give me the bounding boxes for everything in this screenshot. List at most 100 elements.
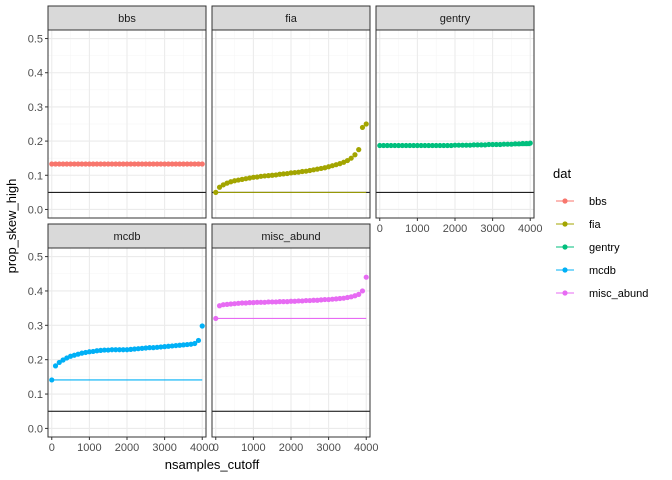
data-point-misc_abund bbox=[265, 299, 272, 305]
data-point-misc_abund bbox=[235, 300, 241, 306]
x-axis-tick-label: 3000 bbox=[316, 442, 340, 454]
data-point-gentry bbox=[437, 142, 443, 149]
data-point-gentry bbox=[523, 140, 530, 147]
data-point-mcdb bbox=[195, 337, 202, 344]
facet-panel-misc_abund: misc_abund 0 1000 2000 3000 4000 bbox=[211, 223, 378, 454]
data-point-gentry bbox=[474, 142, 481, 148]
data-point-mcdb bbox=[52, 363, 59, 369]
data-point-bbs bbox=[52, 161, 59, 167]
y-axis-tick-label: 0.1 bbox=[28, 389, 43, 401]
facet-panel-fia: fia bbox=[211, 5, 371, 219]
data-point-misc_abund bbox=[228, 301, 234, 307]
data-point-gentry bbox=[490, 141, 496, 148]
data-point-mcdb bbox=[143, 345, 149, 351]
data-point-bbs bbox=[143, 161, 149, 167]
panel-border bbox=[47, 29, 207, 219]
data-point-misc_abund bbox=[307, 297, 313, 304]
data-point-misc_abund bbox=[284, 299, 290, 305]
data-point-bbs bbox=[128, 161, 134, 167]
data-point-gentry bbox=[516, 141, 522, 147]
data-point-mcdb bbox=[124, 347, 130, 353]
data-point-bbs bbox=[162, 161, 168, 167]
y-axis-tick-label: 0.4 bbox=[28, 286, 43, 298]
data-point-gentry bbox=[380, 142, 387, 149]
data-point-misc_abund bbox=[333, 296, 339, 302]
data-point-fia bbox=[250, 174, 256, 180]
data-point-mcdb bbox=[120, 347, 126, 353]
x-axis-tick-label: 3000 bbox=[480, 223, 504, 235]
y-axis-tick-label: 0.0 bbox=[28, 204, 43, 216]
data-point-misc_abund bbox=[314, 297, 320, 303]
data-point-bbs bbox=[98, 161, 104, 167]
legend-item-bbs: bbs bbox=[556, 196, 607, 208]
data-point-fia bbox=[213, 189, 219, 195]
data-point-mcdb bbox=[184, 341, 190, 348]
data-point-gentry bbox=[463, 142, 469, 148]
legend-label: mcdb bbox=[589, 265, 616, 277]
data-point-gentry bbox=[456, 142, 462, 148]
data-point-bbs bbox=[101, 161, 108, 167]
x-axis-tick-label: 4000 bbox=[190, 442, 214, 454]
legend-key-point bbox=[562, 290, 568, 296]
data-point-gentry bbox=[527, 140, 533, 146]
data-point-fia bbox=[262, 173, 268, 179]
data-point-misc_abund bbox=[250, 300, 256, 306]
data-point-fia bbox=[299, 168, 305, 175]
data-point-gentry bbox=[426, 142, 432, 149]
data-point-misc_abund bbox=[337, 295, 343, 302]
data-point-bbs bbox=[60, 161, 66, 167]
data-point-gentry bbox=[508, 141, 515, 147]
x-axis-tick-label: 4000 bbox=[354, 442, 378, 454]
legend-key-point bbox=[562, 221, 568, 227]
data-point-bbs bbox=[49, 161, 55, 167]
data-point-bbs bbox=[71, 161, 77, 167]
data-point-gentry bbox=[407, 142, 413, 149]
data-point-mcdb bbox=[98, 347, 104, 354]
x-axis-tick-label: 2000 bbox=[279, 442, 303, 454]
data-point-fia bbox=[356, 147, 362, 153]
data-point-bbs bbox=[67, 161, 74, 167]
data-point-gentry bbox=[497, 141, 503, 148]
x-axis-tick-label: 4000 bbox=[518, 223, 542, 235]
data-point-misc_abund bbox=[363, 274, 369, 280]
panel-border bbox=[211, 29, 371, 219]
legend: dat bbs fia gentry mcdb misc_abund bbox=[553, 166, 648, 300]
y-axis-tick-label: 0.2 bbox=[28, 355, 43, 367]
data-point-gentry bbox=[520, 140, 526, 147]
data-point-gentry bbox=[441, 142, 447, 149]
data-point-misc_abund bbox=[239, 300, 245, 306]
data-point-bbs bbox=[139, 161, 145, 167]
facet-strip-label: fia bbox=[285, 13, 298, 25]
y-axis-tick-label: 0.5 bbox=[28, 252, 43, 264]
facet-strip-label: misc_abund bbox=[261, 231, 320, 243]
data-point-bbs bbox=[146, 161, 153, 167]
data-point-gentry bbox=[482, 142, 488, 148]
data-point-mcdb bbox=[154, 344, 160, 350]
data-point-misc_abund bbox=[224, 301, 230, 307]
data-point-bbs bbox=[131, 161, 138, 167]
data-point-mcdb bbox=[150, 345, 156, 351]
data-point-bbs bbox=[177, 161, 183, 167]
data-point-gentry bbox=[418, 142, 424, 149]
data-point-bbs bbox=[90, 161, 96, 167]
data-point-bbs bbox=[83, 161, 89, 167]
facet-strip-mcdb bbox=[47, 223, 207, 249]
data-point-mcdb bbox=[139, 345, 145, 351]
data-point-bbs bbox=[158, 161, 164, 167]
data-point-bbs bbox=[135, 161, 141, 167]
data-point-fia bbox=[280, 171, 287, 177]
data-point-gentry bbox=[384, 142, 390, 149]
y-axis-tick-label: 0.0 bbox=[28, 423, 43, 435]
data-point-mcdb bbox=[101, 347, 108, 353]
data-point-bbs bbox=[124, 161, 130, 167]
x-axis-tick-label: 1000 bbox=[77, 442, 101, 454]
data-point-gentry bbox=[392, 142, 398, 149]
data-point-gentry bbox=[501, 141, 507, 147]
data-point-gentry bbox=[505, 141, 511, 147]
data-point-gentry bbox=[448, 142, 454, 149]
data-point-misc_abund bbox=[213, 315, 219, 322]
x-axis-tick-label: 2000 bbox=[115, 442, 139, 454]
x-axis-tick-label: 2000 bbox=[443, 223, 467, 235]
data-point-mcdb bbox=[169, 343, 175, 349]
data-point-gentry bbox=[512, 141, 518, 147]
